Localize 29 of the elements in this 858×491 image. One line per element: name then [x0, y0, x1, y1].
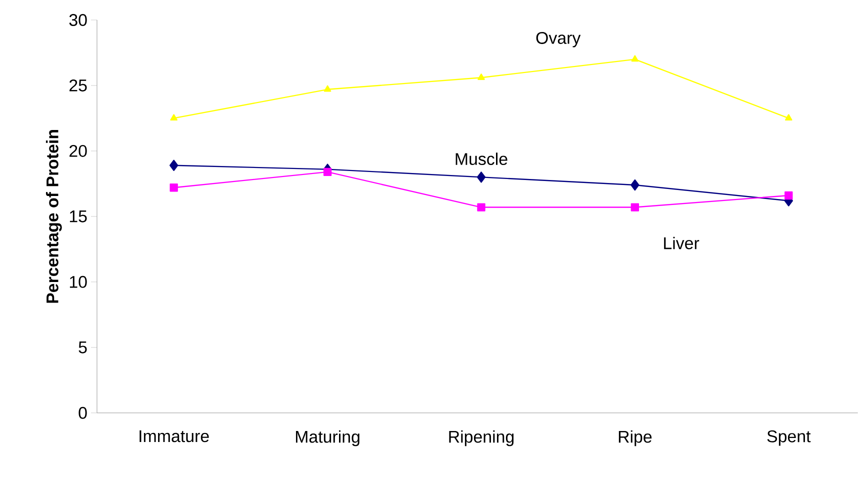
point — [476, 172, 486, 183]
point — [323, 168, 332, 176]
point — [324, 85, 332, 92]
x-tick-label: Spent — [767, 430, 811, 446]
y-axis-title: Percentage of Protein — [46, 130, 62, 303]
point — [478, 74, 485, 80]
y-tick-label: 10 — [70, 276, 87, 288]
x-tick-label: Ripening — [449, 430, 514, 446]
point — [784, 191, 793, 200]
y-tick-label: 30 — [69, 14, 87, 26]
y-tick-label: 25 — [70, 80, 87, 92]
x-tick-label: Ripe — [618, 430, 652, 446]
series-label: Muscle — [456, 152, 508, 166]
point — [785, 114, 792, 121]
y-tick-label: 0 — [78, 406, 87, 419]
point — [170, 160, 178, 172]
x-tick-label: Immature — [140, 430, 209, 442]
y-tick-label: 15 — [70, 210, 87, 222]
x-tick-label: Maturing — [296, 430, 360, 446]
point — [170, 114, 178, 121]
y-tick-label: 5 — [78, 342, 87, 354]
point — [630, 203, 640, 212]
series-label: Liver — [664, 236, 700, 250]
point — [477, 203, 486, 212]
point — [631, 55, 639, 62]
series-label: Ovary — [536, 32, 581, 48]
point — [630, 179, 640, 191]
point — [170, 184, 178, 192]
y-tick-label: 20 — [70, 145, 87, 158]
